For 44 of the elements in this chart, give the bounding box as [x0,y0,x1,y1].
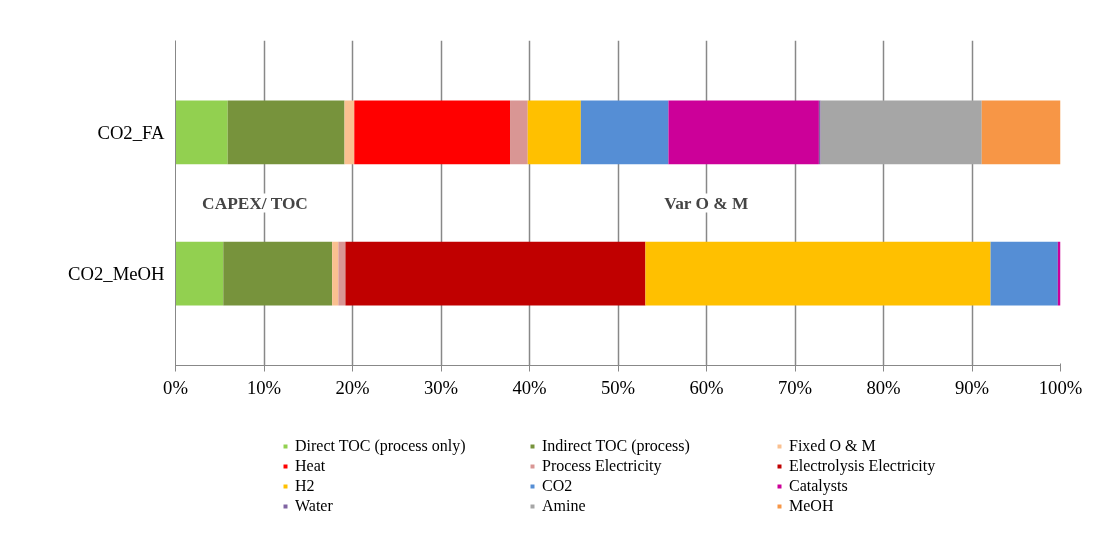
annotation: Var O & M [664,193,749,213]
y-tick-label: CO2_FA [97,121,166,143]
x-tick-label: 100% [1038,376,1083,398]
y-tick-label: CO2_MeOH [68,263,165,285]
bar [223,241,333,306]
legend-label: Indirect TOC (process) [542,437,691,455]
bar [981,100,1061,165]
legend-label: H2 [295,477,316,495]
bar [645,241,991,306]
bar [354,100,511,165]
annotation: CAPEX/ TOC [202,193,308,213]
bar [175,100,228,165]
x-tick-label: 10% [246,376,282,398]
x-tick-label: 90% [954,376,990,398]
legend-label: Process Electricity [542,457,663,475]
bar [580,100,669,165]
legend-label: Water [295,497,334,515]
legend-label: Electrolysis Electricity [789,457,937,475]
bar [345,241,646,306]
x-tick-label: 50% [600,376,636,398]
legend-label: Heat [295,457,327,475]
legend-label: Catalysts [789,477,849,495]
x-tick-label: 30% [423,376,459,398]
x-tick-label: 0% [163,376,188,398]
bar [668,100,819,165]
legend-label: CO2 [542,477,574,495]
bar [510,100,528,165]
legend-label: Fixed O & M [789,437,877,455]
bar [990,241,1058,306]
x-tick-label: 80% [866,376,901,398]
bar [175,241,224,306]
bar [227,100,345,165]
x-tick-label: 40% [512,376,547,398]
legend-label: Direct TOC (process only) [295,437,467,455]
legend-label: Amine [542,497,587,515]
legend-label: MeOH [789,497,835,515]
x-tick-label: 70% [777,376,813,398]
bar [820,100,982,165]
x-tick-label: 60% [689,376,724,398]
bar [332,241,339,306]
bar [338,241,346,306]
x-tick-label: 20% [335,376,370,398]
bar [527,100,581,165]
bar [344,100,355,165]
